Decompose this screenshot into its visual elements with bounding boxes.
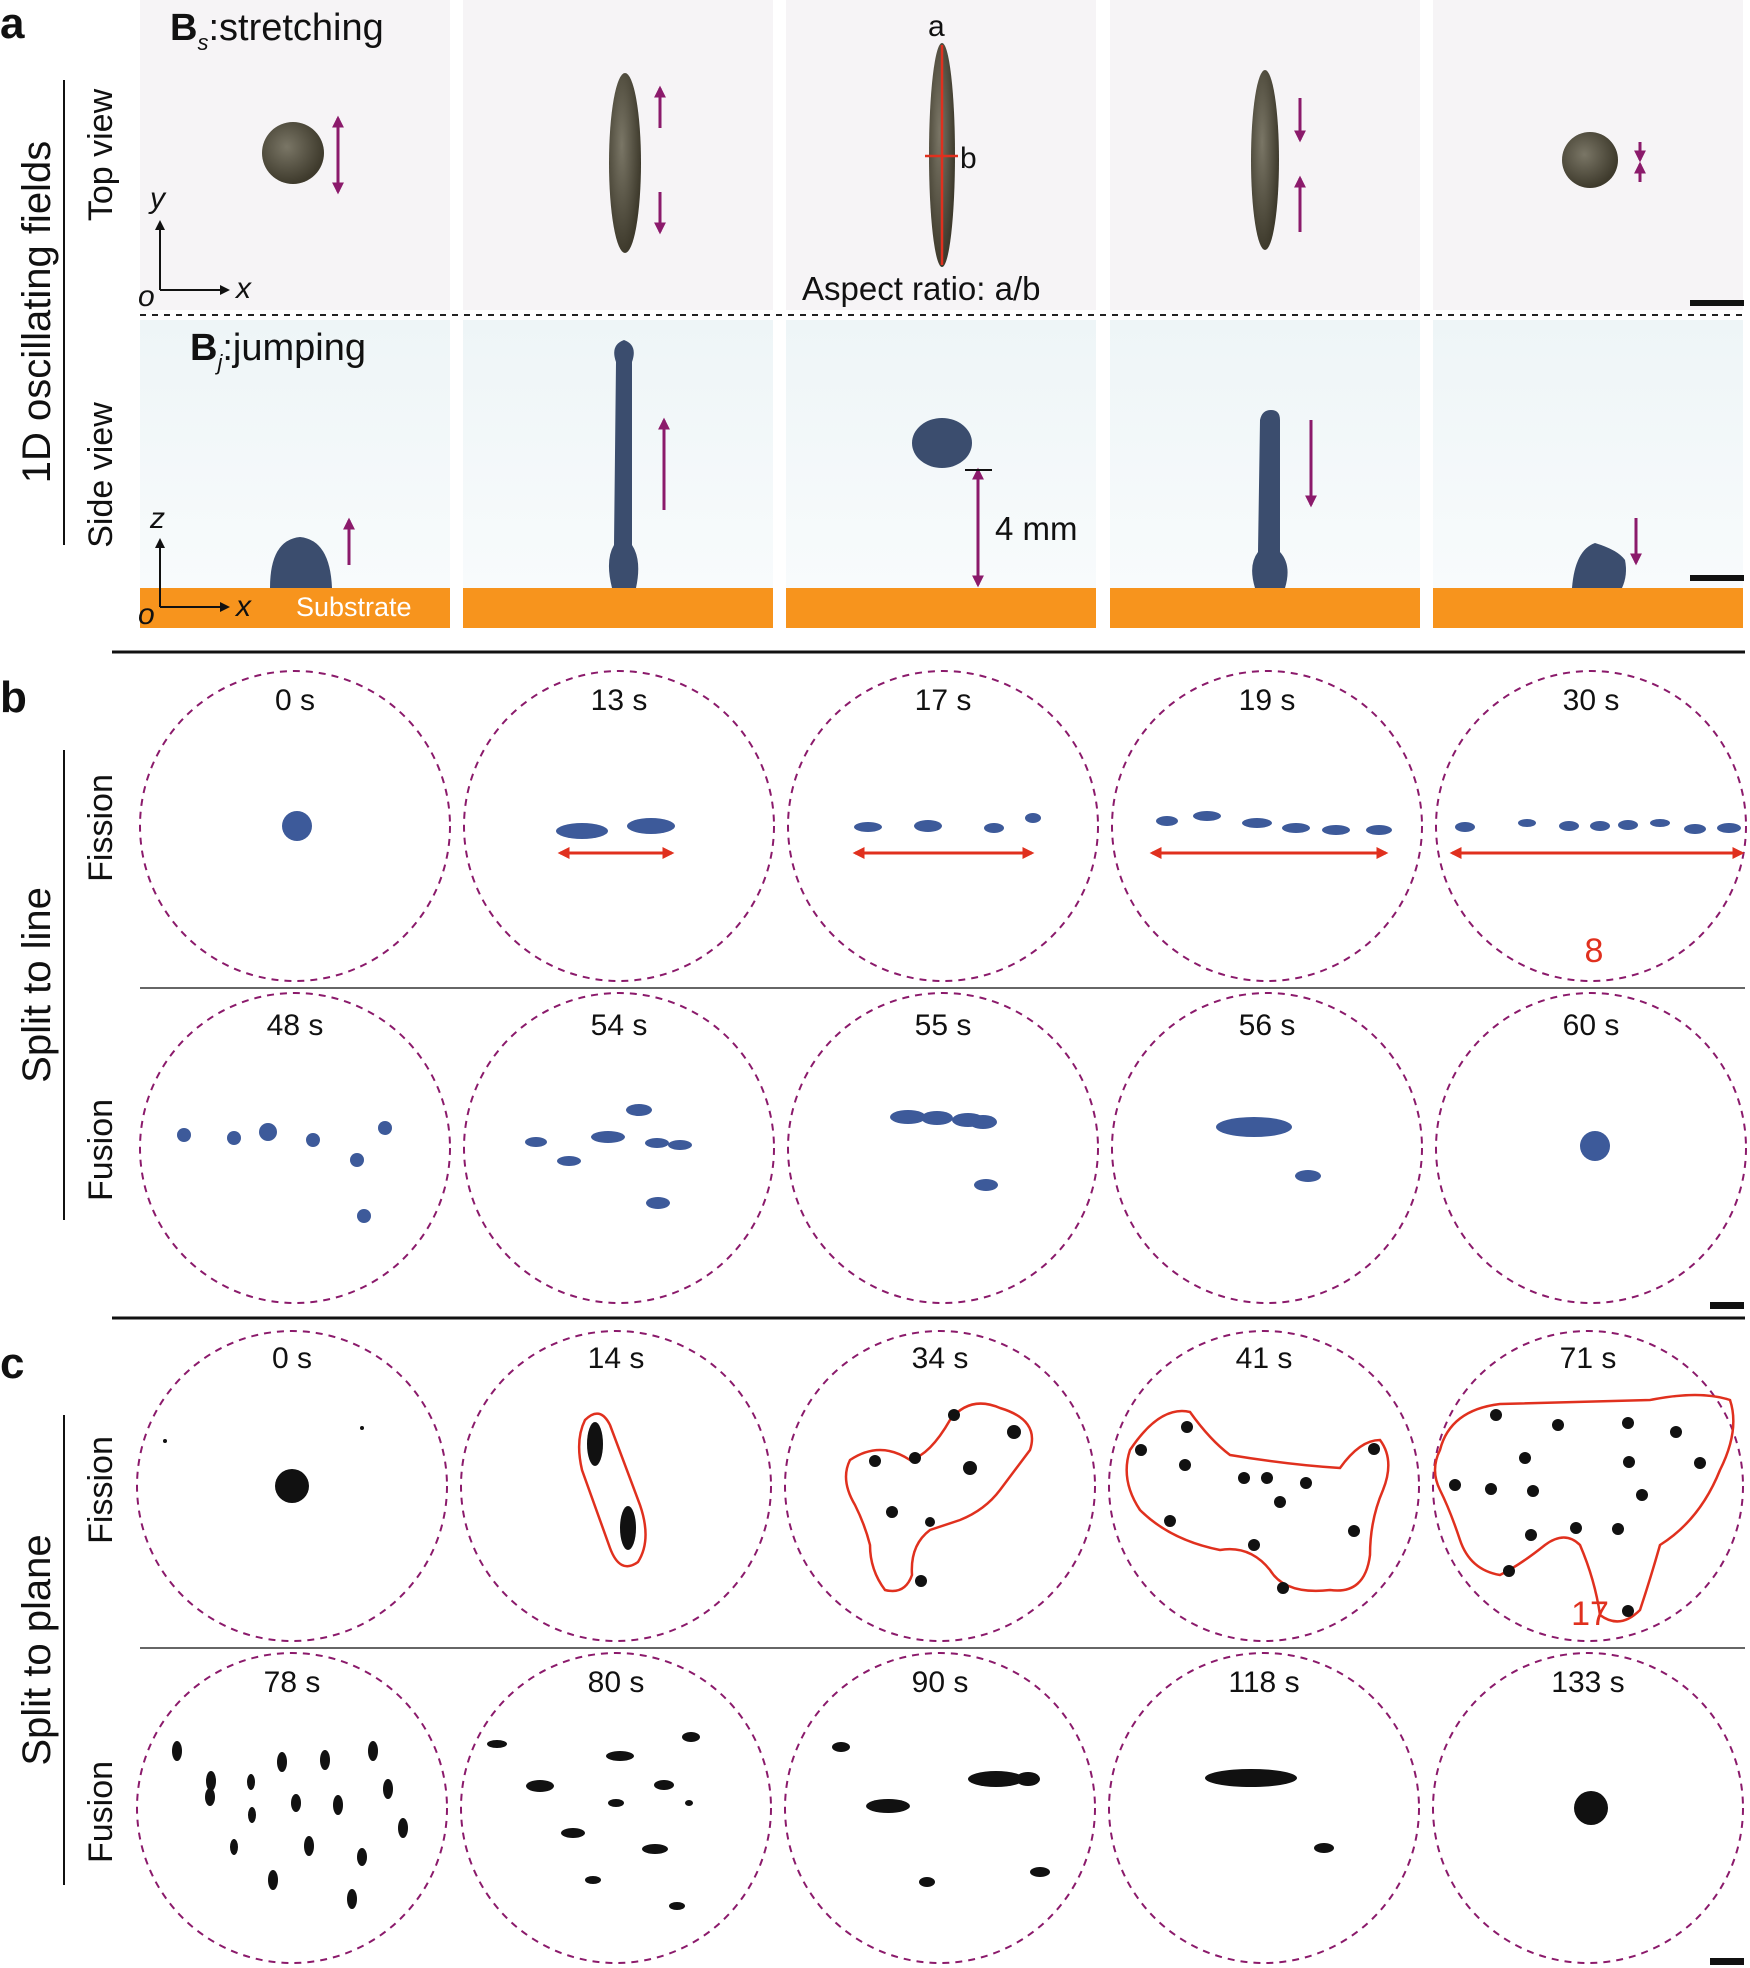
time-label: 0 s xyxy=(275,684,315,717)
time-label: 118 s xyxy=(1228,1666,1299,1699)
fusion-label-b: Fusion xyxy=(82,1099,120,1201)
panel-a: Substrate a 1D oscillating fields Top vi… xyxy=(0,0,1745,631)
droplets-b-fusion xyxy=(177,1104,1610,1223)
time-label: 41 s xyxy=(1236,1342,1293,1375)
fission-label-b: Fission xyxy=(82,774,120,882)
side-view-arrows xyxy=(343,417,1642,588)
split-to-line-label: Split to line xyxy=(15,887,59,1083)
aspect-ratio-label: Aspect ratio: a/b xyxy=(802,270,1040,307)
scale-bar-top xyxy=(1690,300,1744,306)
jumping-title: Bj:jumping xyxy=(190,327,366,375)
side-view-label: Side view xyxy=(82,402,120,548)
times-c-fission: 0 s 14 s 34 s 41 s 71 s xyxy=(272,1342,1616,1375)
top-view-label: Top view xyxy=(82,88,120,221)
time-label: 133 s xyxy=(1551,1666,1624,1699)
panel-a-label: a xyxy=(0,0,25,48)
time-label: 80 s xyxy=(588,1666,645,1699)
side-view-frames xyxy=(140,320,1743,588)
time-label: 78 s xyxy=(264,1666,321,1699)
svg-text:z: z xyxy=(149,502,165,535)
times-b-fusion: 48 s 54 s 55 s 56 s 60 s xyxy=(267,1009,1620,1042)
time-label: 55 s xyxy=(915,1009,972,1042)
panel-c-label: c xyxy=(0,1339,24,1388)
time-label: 13 s xyxy=(591,684,648,717)
time-label: 34 s xyxy=(912,1342,969,1375)
svg-text:o: o xyxy=(138,280,155,313)
panel-b-label: b xyxy=(0,673,27,722)
time-label: 17 s xyxy=(915,684,972,717)
panel-b: b Split to line Fission Fusion 0 s 13 s … xyxy=(0,670,1747,1309)
droplets-c-fusion xyxy=(172,1732,1608,1910)
times-c-fusion: 78 s 80 s 90 s 118 s 133 s xyxy=(264,1666,1625,1699)
axes-xy: y x o xyxy=(138,182,252,313)
label-a: a xyxy=(928,10,945,43)
svg-text:x: x xyxy=(234,590,252,623)
svg-text:x: x xyxy=(234,272,252,305)
time-label: 60 s xyxy=(1563,1009,1620,1042)
fission-label-c: Fission xyxy=(82,1436,120,1544)
fusion-label-c: Fusion xyxy=(82,1761,120,1863)
time-label: 56 s xyxy=(1239,1009,1296,1042)
time-label: 71 s xyxy=(1560,1342,1617,1375)
droplets-c-fission xyxy=(163,1409,1706,1617)
time-label: 48 s xyxy=(267,1009,324,1042)
scale-bar-side xyxy=(1690,575,1744,581)
times-b-fission: 0 s 13 s 17 s 19 s 30 s xyxy=(275,684,1619,717)
droplets-b-fission xyxy=(282,811,1741,841)
group-label-1d: 1D oscillating fields xyxy=(15,141,59,483)
time-label: 14 s xyxy=(588,1342,645,1375)
time-label: 0 s xyxy=(272,1342,312,1375)
label-b: b xyxy=(960,142,977,175)
dish-circles-c-fusion xyxy=(136,1652,1744,1964)
panel-c: c Split to plane Fission Fusion 0 s 14 s… xyxy=(0,1330,1745,1965)
top-view-arrows xyxy=(332,85,1646,235)
axes-xz: z x o xyxy=(138,502,252,631)
count-label-c: 17 xyxy=(1571,1595,1609,1633)
height-label: 4 mm xyxy=(995,510,1078,547)
time-label: 90 s xyxy=(912,1666,969,1699)
cluster-outlines xyxy=(577,1393,1735,1623)
svg-text:o: o xyxy=(138,598,155,631)
time-label: 30 s xyxy=(1563,684,1620,717)
split-to-plane-label: Split to plane xyxy=(15,1534,59,1765)
svg-text:y: y xyxy=(148,182,167,215)
dish-circles-b-fusion xyxy=(139,992,1747,1304)
dish-circles-c-fission xyxy=(136,1330,1744,1642)
count-label-b: 8 xyxy=(1585,932,1604,970)
time-label: 19 s xyxy=(1239,684,1296,717)
substrate-label: Substrate xyxy=(296,592,412,622)
scale-bar-b xyxy=(1710,1302,1744,1309)
side-view-droplets xyxy=(270,340,1626,588)
time-label: 54 s xyxy=(591,1009,648,1042)
dish-circles-b-fission xyxy=(139,670,1747,982)
stretching-title: Bs:stretching xyxy=(170,7,384,55)
scale-bar-c xyxy=(1710,1958,1744,1965)
